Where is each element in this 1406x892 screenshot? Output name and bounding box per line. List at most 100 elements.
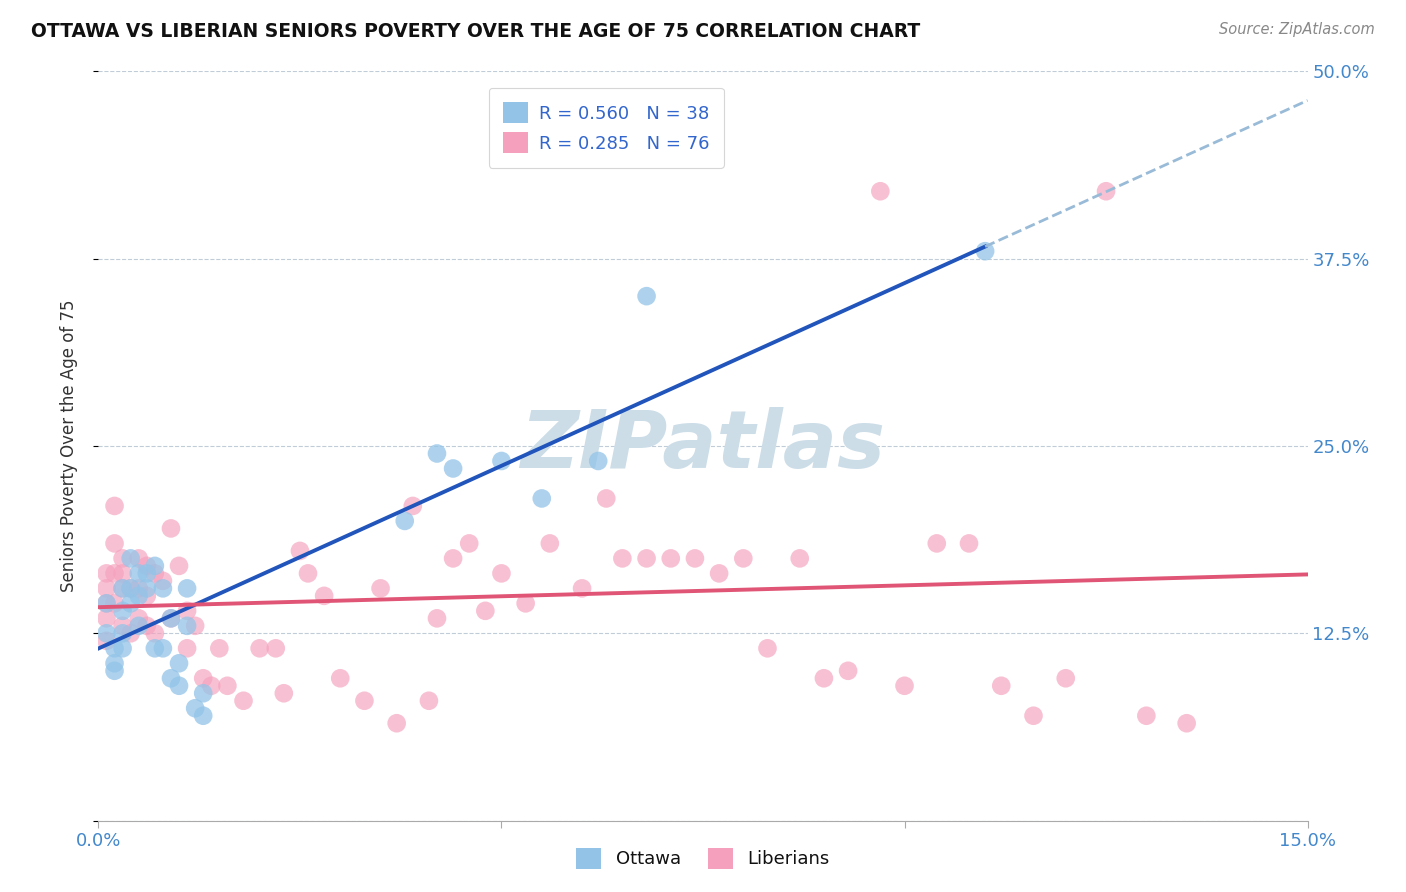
Point	[135, 566, 157, 581]
Point	[96, 582, 118, 596]
Point	[1022, 708, 1045, 723]
Point	[329, 671, 352, 685]
Point	[893, 679, 915, 693]
Point	[160, 521, 183, 535]
Point	[1054, 671, 1077, 685]
Point	[176, 641, 198, 656]
Point	[571, 582, 593, 596]
Point	[264, 641, 287, 656]
Point	[120, 596, 142, 610]
Point	[135, 558, 157, 573]
Point	[683, 551, 706, 566]
Point	[249, 641, 271, 656]
Point	[152, 582, 174, 596]
Point	[1095, 184, 1118, 198]
Point	[103, 657, 125, 671]
Point	[1135, 708, 1157, 723]
Point	[193, 686, 215, 700]
Point	[733, 551, 755, 566]
Point	[314, 589, 336, 603]
Point	[418, 694, 440, 708]
Point	[394, 514, 416, 528]
Point	[111, 582, 134, 596]
Point	[96, 611, 118, 625]
Point	[152, 641, 174, 656]
Point	[474, 604, 496, 618]
Text: OTTAWA VS LIBERIAN SENIORS POVERTY OVER THE AGE OF 75 CORRELATION CHART: OTTAWA VS LIBERIAN SENIORS POVERTY OVER …	[31, 22, 920, 41]
Point	[103, 499, 125, 513]
Point	[103, 641, 125, 656]
Point	[96, 626, 118, 640]
Point	[111, 619, 134, 633]
Point	[232, 694, 254, 708]
Point	[530, 491, 553, 506]
Legend: R = 0.560   N = 38, R = 0.285   N = 76: R = 0.560 N = 38, R = 0.285 N = 76	[488, 88, 724, 168]
Point	[120, 582, 142, 596]
Point	[659, 551, 682, 566]
Point	[128, 566, 150, 581]
Point	[143, 566, 166, 581]
Point	[426, 611, 449, 625]
Point	[167, 558, 190, 573]
Point	[96, 566, 118, 581]
Point	[370, 582, 392, 596]
Point	[990, 679, 1012, 693]
Point	[184, 619, 207, 633]
Point	[837, 664, 859, 678]
Point	[128, 551, 150, 566]
Legend: Ottawa, Liberians: Ottawa, Liberians	[569, 840, 837, 876]
Point	[111, 582, 134, 596]
Point	[152, 574, 174, 588]
Point	[441, 551, 464, 566]
Point	[103, 596, 125, 610]
Point	[111, 626, 134, 640]
Point	[167, 657, 190, 671]
Point	[612, 551, 634, 566]
Point	[135, 589, 157, 603]
Point	[135, 619, 157, 633]
Point	[636, 289, 658, 303]
Point	[120, 626, 142, 640]
Y-axis label: Seniors Poverty Over the Age of 75: Seniors Poverty Over the Age of 75	[59, 300, 77, 592]
Point	[96, 596, 118, 610]
Point	[160, 611, 183, 625]
Point	[491, 566, 513, 581]
Point	[789, 551, 811, 566]
Point	[353, 694, 375, 708]
Point	[128, 611, 150, 625]
Point	[176, 619, 198, 633]
Point	[103, 536, 125, 550]
Point	[957, 536, 980, 550]
Point	[538, 536, 561, 550]
Text: ZIPatlas: ZIPatlas	[520, 407, 886, 485]
Point	[103, 566, 125, 581]
Point	[458, 536, 481, 550]
Point	[756, 641, 779, 656]
Point	[184, 701, 207, 715]
Point	[974, 244, 997, 259]
Point	[176, 604, 198, 618]
Point	[925, 536, 948, 550]
Point	[103, 664, 125, 678]
Point	[111, 604, 134, 618]
Point	[193, 671, 215, 685]
Point	[128, 619, 150, 633]
Point	[111, 551, 134, 566]
Point	[385, 716, 408, 731]
Point	[288, 544, 311, 558]
Point	[402, 499, 425, 513]
Point	[273, 686, 295, 700]
Point	[193, 708, 215, 723]
Point	[160, 671, 183, 685]
Point	[120, 551, 142, 566]
Point	[111, 566, 134, 581]
Point	[128, 589, 150, 603]
Point	[143, 558, 166, 573]
Point	[297, 566, 319, 581]
Point	[200, 679, 222, 693]
Point	[869, 184, 891, 198]
Point	[160, 611, 183, 625]
Point	[515, 596, 537, 610]
Point	[441, 461, 464, 475]
Point	[120, 582, 142, 596]
